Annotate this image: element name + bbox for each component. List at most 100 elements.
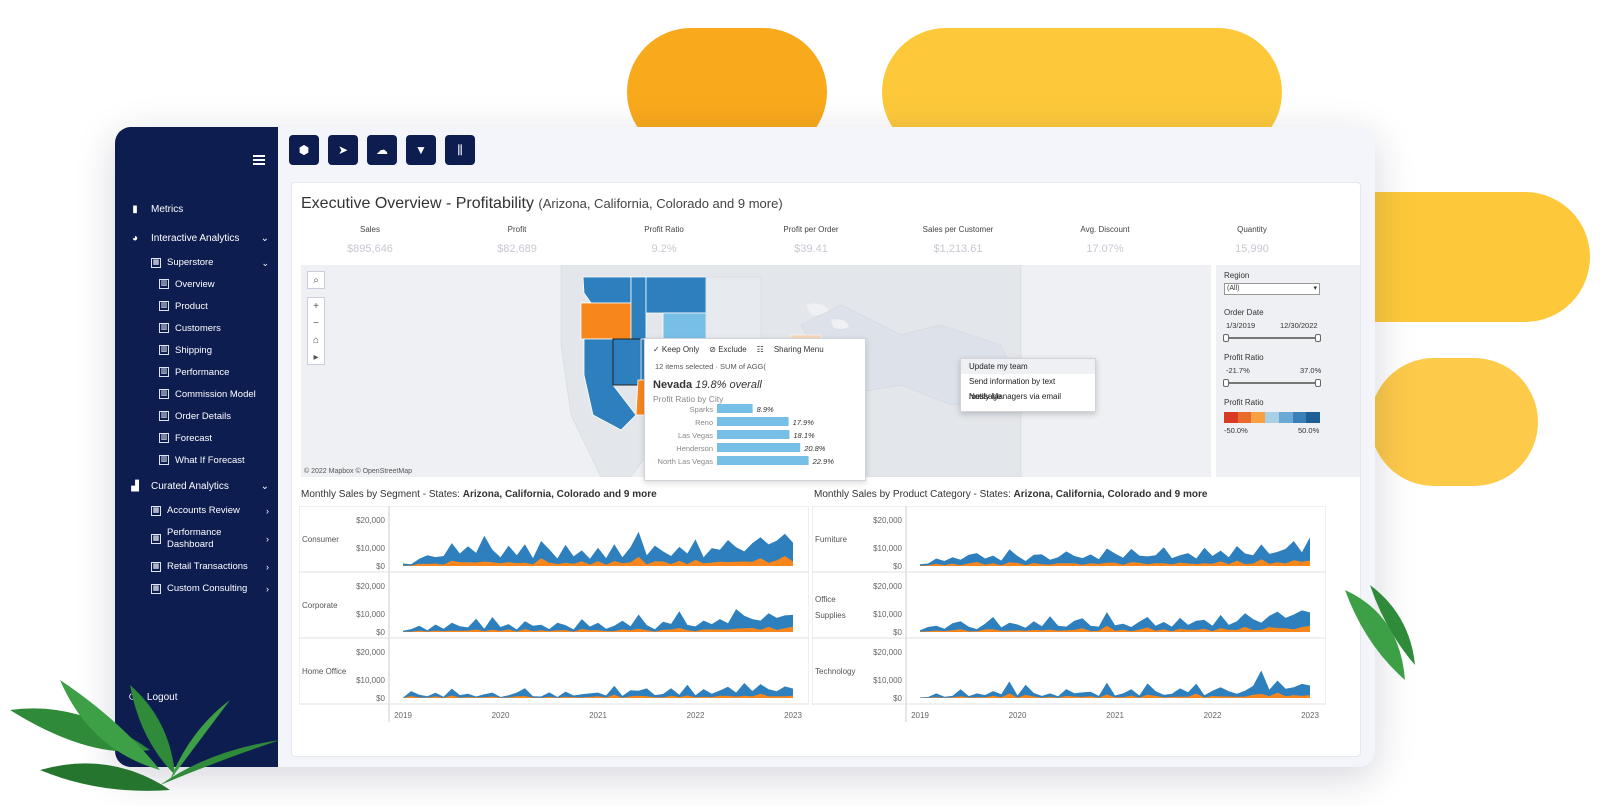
sidebar-item-label: Interactive Analytics — [151, 232, 240, 244]
bar-chart-icon: ▮ — [132, 203, 138, 215]
cloud-upload-icon[interactable]: ☁ — [367, 135, 397, 165]
decorative-blob — [1370, 358, 1538, 486]
segment-chart-title: Monthly Sales by Segment - States: Arizo… — [301, 489, 657, 500]
region-select[interactable]: (All) — [1224, 283, 1320, 295]
city-bar[interactable] — [717, 456, 809, 465]
sidebar-item-metrics[interactable]: ▮ Metrics — [129, 199, 269, 219]
menu-item-send-text[interactable]: Send information by text message — [969, 377, 1056, 401]
city-bar[interactable] — [717, 417, 789, 426]
state-oregon[interactable] — [580, 302, 632, 340]
sidebar-item-label: Metrics — [151, 203, 184, 215]
sidebar-item-interactive-analytics[interactable]: ◕ Interactive Analytics ⌄ — [129, 228, 269, 248]
segment-area-chart[interactable]: Consumer $20,000 $10,000 $0 Corporate $20,000… — [299, 506, 809, 722]
y-tick-label: $10,000 — [356, 544, 385, 553]
dashboard-icon: ▦ — [151, 534, 161, 544]
dashboard-icon: ▦ — [151, 584, 161, 594]
legend-swatch — [1292, 412, 1307, 423]
pie-chart-icon: ◕ — [131, 232, 139, 244]
columns-icon[interactable]: ⫼ — [445, 135, 475, 165]
city-bar[interactable] — [717, 430, 790, 439]
home-icon[interactable]: ⌂ — [312, 335, 320, 346]
sidebar-item-shipping[interactable]: ▥ Shipping — [159, 341, 269, 359]
kpi-label: Profit per Order — [783, 225, 839, 234]
hamburger-icon[interactable] — [253, 155, 265, 165]
sidebar-item-custom-consulting[interactable]: ▦ Custom Consulting › — [151, 579, 269, 599]
city-value: 8.9% — [757, 405, 774, 414]
kpi-label: Avg. Discount — [1080, 225, 1130, 234]
slider-handle[interactable] — [1315, 334, 1321, 342]
sidebar-item-curated-analytics[interactable]: ▟ Curated Analytics ⌄ — [129, 476, 269, 496]
zoom-in-icon[interactable]: + — [313, 301, 319, 312]
sidebar-item-overview[interactable]: ▥ Overview — [159, 275, 269, 293]
tooltip-overall: 19.8% overall — [695, 379, 762, 391]
state-washington[interactable] — [582, 276, 632, 304]
area-series-total — [403, 683, 793, 698]
sidebar-item-superstore[interactable]: ▦ Superstore ⌄ — [151, 253, 269, 273]
sidebar-item-what-if-forecast[interactable]: ▥ What If Forecast — [159, 451, 269, 469]
sidebar-item-label: Performance — [175, 366, 230, 378]
state-idaho[interactable] — [630, 276, 647, 340]
area-series-profit — [403, 693, 793, 698]
kpi-label: Quantity — [1237, 225, 1267, 234]
kpi-value: $39.41 — [794, 243, 828, 255]
city-label: Henderson — [676, 444, 713, 453]
city-bar[interactable] — [717, 404, 753, 413]
page-title: Executive Overview - Profitability (Ariz… — [301, 195, 783, 213]
keep-only-button[interactable]: ✓ Keep Only — [653, 345, 700, 354]
exclude-button[interactable]: ⊘ Exclude — [709, 345, 747, 354]
lake — [831, 319, 849, 329]
sharing-menu-button[interactable]: Sharing Menu — [773, 345, 824, 354]
sidebar-item-forecast[interactable]: ▥ Forecast — [159, 429, 269, 447]
x-tick-label: 2023 — [1301, 711, 1319, 720]
state-unselected — [705, 276, 762, 340]
x-tick-label: 2023 — [784, 711, 802, 720]
city-label: Las Vegas — [678, 431, 713, 440]
order-date-slider[interactable] — [1223, 334, 1321, 342]
cube-icon[interactable]: ⬢ — [289, 135, 319, 165]
sidebar-item-label: Overview — [175, 278, 215, 290]
menu-item-notify-managers[interactable]: Notify Managers via email — [969, 392, 1062, 401]
menu-item-update-team[interactable]: Update my team — [961, 359, 1095, 374]
sidebar-item-commission-model[interactable]: ▥ Commission Model — [159, 385, 269, 403]
area-series-profit — [920, 625, 1310, 632]
sidebar-item-order-details[interactable]: ▥ Order Details — [159, 407, 269, 425]
legend-swatch — [1251, 412, 1266, 423]
kpi-label: Profit Ratio — [644, 225, 684, 234]
state-nevada[interactable] — [612, 338, 642, 386]
dashboard-panel: Executive Overview - Profitability (Ariz… — [291, 182, 1361, 757]
sidebar-item-product[interactable]: ▥ Product — [159, 297, 269, 315]
chart-title-text: Monthly Sales by Product Category - Stat… — [814, 489, 1011, 500]
map-zoom-controls: + − ⌂ ▸ — [307, 297, 325, 365]
sidebar-item-performance-dashboard[interactable]: ▦ Performance Dashboard › — [151, 525, 269, 553]
profit-ratio-slider[interactable] — [1223, 379, 1321, 387]
x-tick-label: 2021 — [589, 711, 607, 720]
selection-summary: 12 items selected · SUM of AGG( — [655, 362, 766, 371]
search-icon[interactable]: ⌕ — [307, 271, 325, 289]
sidebar-item-customers[interactable]: ▥ Customers — [159, 319, 269, 337]
app-window: ▮ Metrics ◕ Interactive Analytics ⌄ ▦ Su… — [115, 127, 1375, 767]
chart-icon: ▥ — [159, 411, 169, 421]
state-montana[interactable] — [645, 276, 707, 314]
y-tick-label: $20,000 — [356, 582, 385, 591]
slider-handle[interactable] — [1223, 334, 1229, 342]
slider-handle[interactable] — [1223, 379, 1229, 387]
category-area-chart[interactable]: Furniture $20,000 $10,000 $0 Office Supplies $… — [812, 506, 1326, 722]
y-tick-label: $10,000 — [356, 676, 385, 685]
send-icon[interactable]: ➤ — [328, 135, 358, 165]
play-icon[interactable]: ▸ — [313, 352, 319, 363]
state-wyoming[interactable] — [662, 312, 707, 340]
city-label: Sparks — [690, 405, 714, 414]
sidebar-item-label: Custom Consulting — [167, 583, 248, 594]
list-icon[interactable]: ☷ — [756, 345, 764, 354]
city-bar[interactable] — [717, 443, 801, 452]
x-tick-label: 2019 — [911, 711, 929, 720]
dashboard-icon: ▦ — [151, 506, 161, 516]
y-tick-label: $0 — [376, 562, 385, 571]
sidebar-item-performance[interactable]: ▥ Performance — [159, 363, 269, 381]
slider-handle[interactable] — [1315, 379, 1321, 387]
sidebar-item-retail-transactions[interactable]: ▦ Retail Transactions › — [151, 557, 269, 577]
sidebar-item-accounts-review[interactable]: ▦ Accounts Review › — [151, 501, 269, 521]
zoom-out-icon[interactable]: − — [313, 318, 319, 329]
y-tick-label: $10,000 — [873, 544, 902, 553]
filter-icon[interactable]: ▼ — [406, 135, 436, 165]
